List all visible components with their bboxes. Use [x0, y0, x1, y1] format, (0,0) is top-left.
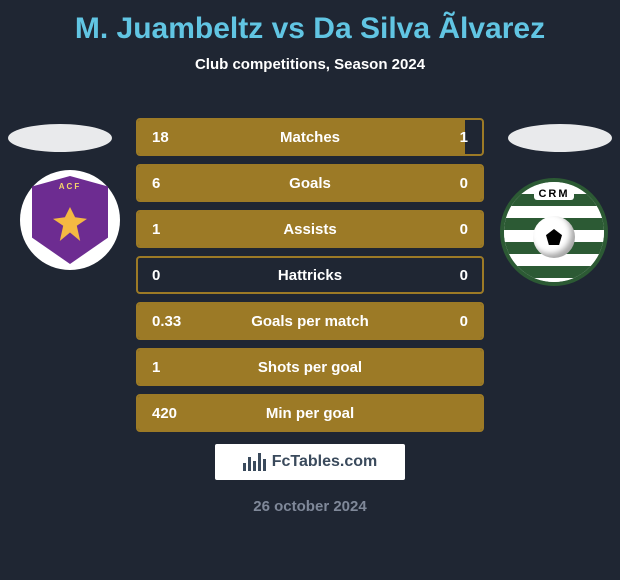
club-badge-left: ACF — [20, 170, 120, 270]
footer-date: 26 october 2024 — [0, 498, 620, 515]
stat-left-value: 6 — [138, 175, 208, 192]
brand-bars-icon — [243, 453, 266, 471]
stat-label: Min per goal — [208, 405, 412, 422]
stat-label: Shots per goal — [208, 359, 412, 376]
player-photo-right — [508, 124, 612, 152]
club-shield-left: ACF — [32, 176, 108, 264]
comparison-title: M. Juambeltz vs Da Silva Ãlvarez — [0, 0, 620, 46]
stat-row: 6Goals0 — [136, 164, 484, 202]
stat-right-value: 0 — [412, 313, 482, 330]
stat-row: 1Shots per goal — [136, 348, 484, 386]
stat-label: Hattricks — [208, 267, 412, 284]
soccer-ball-icon — [533, 216, 575, 258]
brand-text: FcTables.com — [272, 453, 378, 471]
stat-left-value: 0.33 — [138, 313, 208, 330]
comparison-subtitle: Club competitions, Season 2024 — [0, 56, 620, 73]
footer-brand: FcTables.com — [215, 444, 405, 480]
stat-row: 0Hattricks0 — [136, 256, 484, 294]
club-initials-left: ACF — [32, 182, 108, 191]
stat-right-value: 0 — [412, 175, 482, 192]
stat-left-value: 18 — [138, 129, 208, 146]
stat-right-value: 0 — [412, 221, 482, 238]
club-badge-right: CRM — [500, 178, 608, 286]
stat-label: Matches — [208, 129, 412, 146]
club-emblem-icon — [53, 207, 87, 241]
stat-left-value: 1 — [138, 359, 208, 376]
stat-left-value: 0 — [138, 267, 208, 284]
club-shield-right: CRM — [504, 182, 604, 282]
stat-left-value: 1 — [138, 221, 208, 238]
stat-label: Goals — [208, 175, 412, 192]
stat-left-value: 420 — [138, 405, 208, 422]
player-photo-left — [8, 124, 112, 152]
stat-row: 0.33Goals per match0 — [136, 302, 484, 340]
club-initials-right: CRM — [534, 188, 573, 200]
stat-right-value: 1 — [412, 129, 482, 146]
stats-container: 18Matches16Goals01Assists00Hattricks00.3… — [136, 118, 484, 440]
stat-right-value: 0 — [412, 267, 482, 284]
stat-row: 18Matches1 — [136, 118, 484, 156]
stat-row: 1Assists0 — [136, 210, 484, 248]
stat-label: Goals per match — [208, 313, 412, 330]
stat-row: 420Min per goal — [136, 394, 484, 432]
stat-label: Assists — [208, 221, 412, 238]
